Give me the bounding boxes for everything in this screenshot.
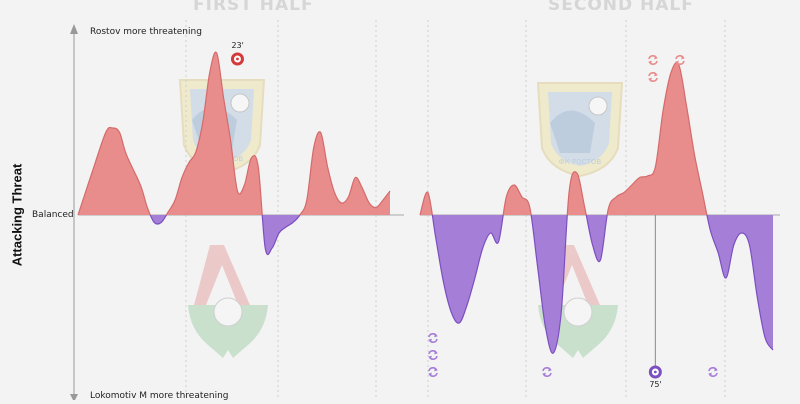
svg-text:ФК РОСТОВ: ФК РОСТОВ [559, 158, 602, 166]
substitution-rostov-icon [675, 55, 685, 65]
rostov-logo-watermark-2: ФК РОСТОВ [536, 82, 624, 178]
second-half-lokomotiv-area [420, 215, 773, 354]
goal-marker-rostov-icon [230, 52, 244, 66]
axis-arrow-up-icon [70, 24, 78, 34]
grid-lines [185, 20, 726, 398]
second-half-rostov-area [420, 62, 773, 215]
first-half-rostov-line [77, 51, 391, 215]
substitution-lokomotiv-icon [428, 367, 438, 377]
goal-minute-label-rostov: 23' [231, 41, 244, 50]
substitution-lokomotiv-icon [708, 367, 718, 377]
substitution-lokomotiv-icon [428, 333, 438, 343]
substitution-lokomotiv-icon [542, 367, 552, 377]
balanced-label: Balanced [32, 210, 74, 220]
y-axis-title: Attacking Threat [9, 163, 25, 267]
lokomotiv-logo-watermark-1 [188, 245, 268, 358]
second-half-lokomotiv-line [420, 215, 774, 354]
y-axis [70, 24, 78, 402]
substitution-rostov-icon [648, 72, 658, 82]
second-half-title: SECOND HALF [548, 0, 694, 15]
goal-marker-lokomotiv-icon [648, 215, 662, 379]
rostov-more-threatening-label: Rostov more threatening [90, 27, 202, 37]
first-half-rostov-area [78, 52, 390, 215]
substitution-rostov-icon [648, 55, 658, 65]
substitution-lokomotiv-icon [428, 350, 438, 360]
axis-arrow-down-icon [70, 394, 78, 402]
goal-minute-label-lokomotiv: 75' [649, 380, 662, 389]
first-half-title: FIRST HALF [193, 0, 314, 15]
lokomotiv-more-threatening-label: Lokomotiv M more threatening [90, 391, 229, 401]
